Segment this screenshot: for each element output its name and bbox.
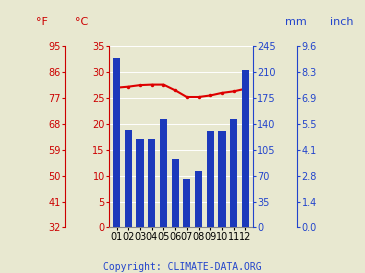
Bar xyxy=(183,179,191,227)
Bar xyxy=(172,159,178,227)
Bar xyxy=(148,139,155,227)
Bar xyxy=(113,58,120,227)
Text: mm: mm xyxy=(285,17,307,26)
Bar xyxy=(137,139,143,227)
Text: °F: °F xyxy=(36,17,48,26)
Text: °C: °C xyxy=(76,17,89,26)
Bar xyxy=(230,119,237,227)
Text: inch: inch xyxy=(330,17,353,26)
Bar xyxy=(219,130,226,227)
Bar xyxy=(160,119,167,227)
Bar xyxy=(125,130,132,227)
Bar xyxy=(207,130,214,227)
Bar xyxy=(242,70,249,227)
Text: Copyright: CLIMATE-DATA.ORG: Copyright: CLIMATE-DATA.ORG xyxy=(103,262,262,272)
Bar xyxy=(195,171,202,227)
